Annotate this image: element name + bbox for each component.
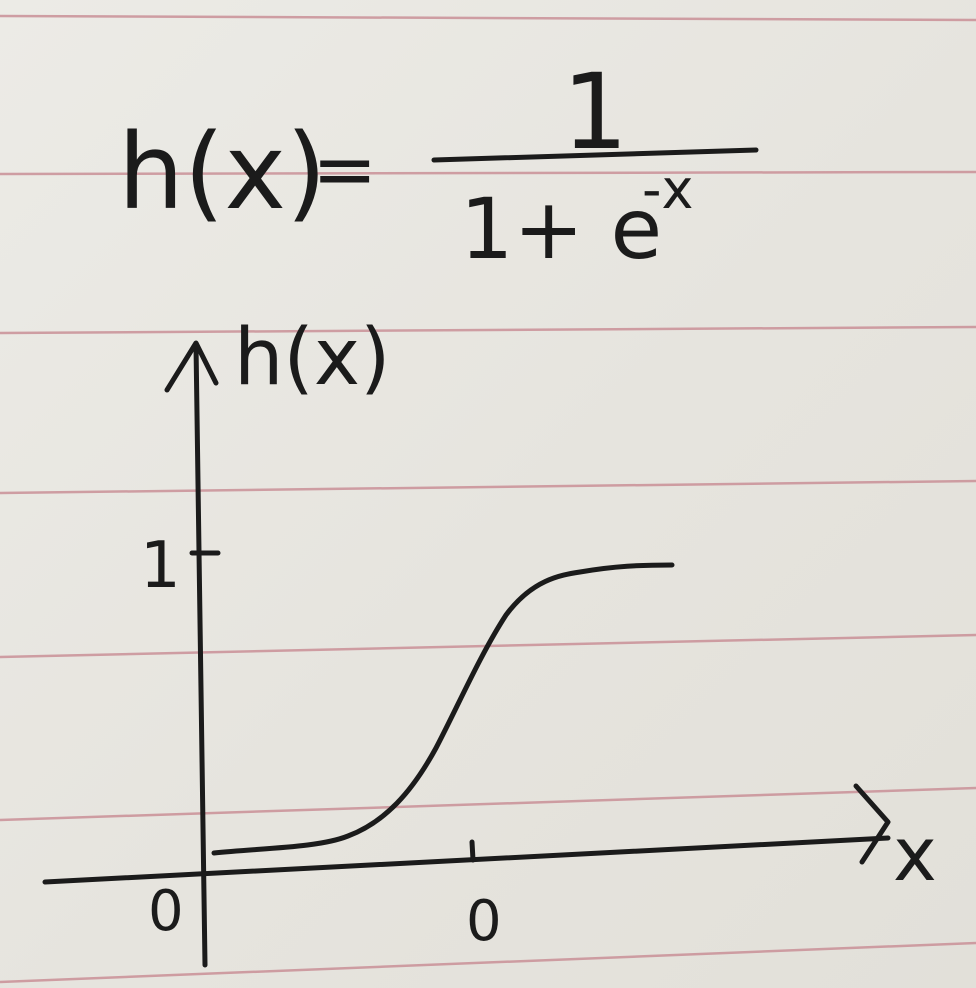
x-tick (469, 839, 476, 863)
y-axis-arrowhead (164, 340, 219, 393)
formula-denominator-exponent: -x (642, 158, 693, 221)
graph-axes (42, 340, 891, 968)
ruled-line (0, 325, 976, 335)
formula-lhs: h(x) (118, 111, 327, 233)
y-axis (193, 342, 208, 968)
ruled-line (0, 170, 976, 176)
sigmoid-curve (211, 562, 675, 856)
formula-denominator-base: 1+ e (460, 180, 662, 278)
ruled-line (0, 941, 976, 984)
y-tick-label: 1 (140, 529, 181, 603)
sigmoid-formula: h(x) = 1 1+ e -x (118, 51, 759, 278)
x-axis-arrowhead (853, 783, 891, 865)
formula-equals: = (312, 125, 377, 215)
x-tick-label: 0 (466, 889, 502, 954)
ruled-line (0, 479, 976, 495)
x-axis-label: x (893, 812, 937, 898)
fraction-bar (431, 147, 759, 163)
graph-labels: h(x) x 1 0 0 (140, 313, 937, 954)
y-axis-label: h(x) (234, 313, 390, 403)
ruled-line (0, 14, 976, 22)
origin-label: 0 (148, 879, 184, 944)
x-axis (42, 835, 891, 885)
ruled-line (0, 786, 976, 822)
